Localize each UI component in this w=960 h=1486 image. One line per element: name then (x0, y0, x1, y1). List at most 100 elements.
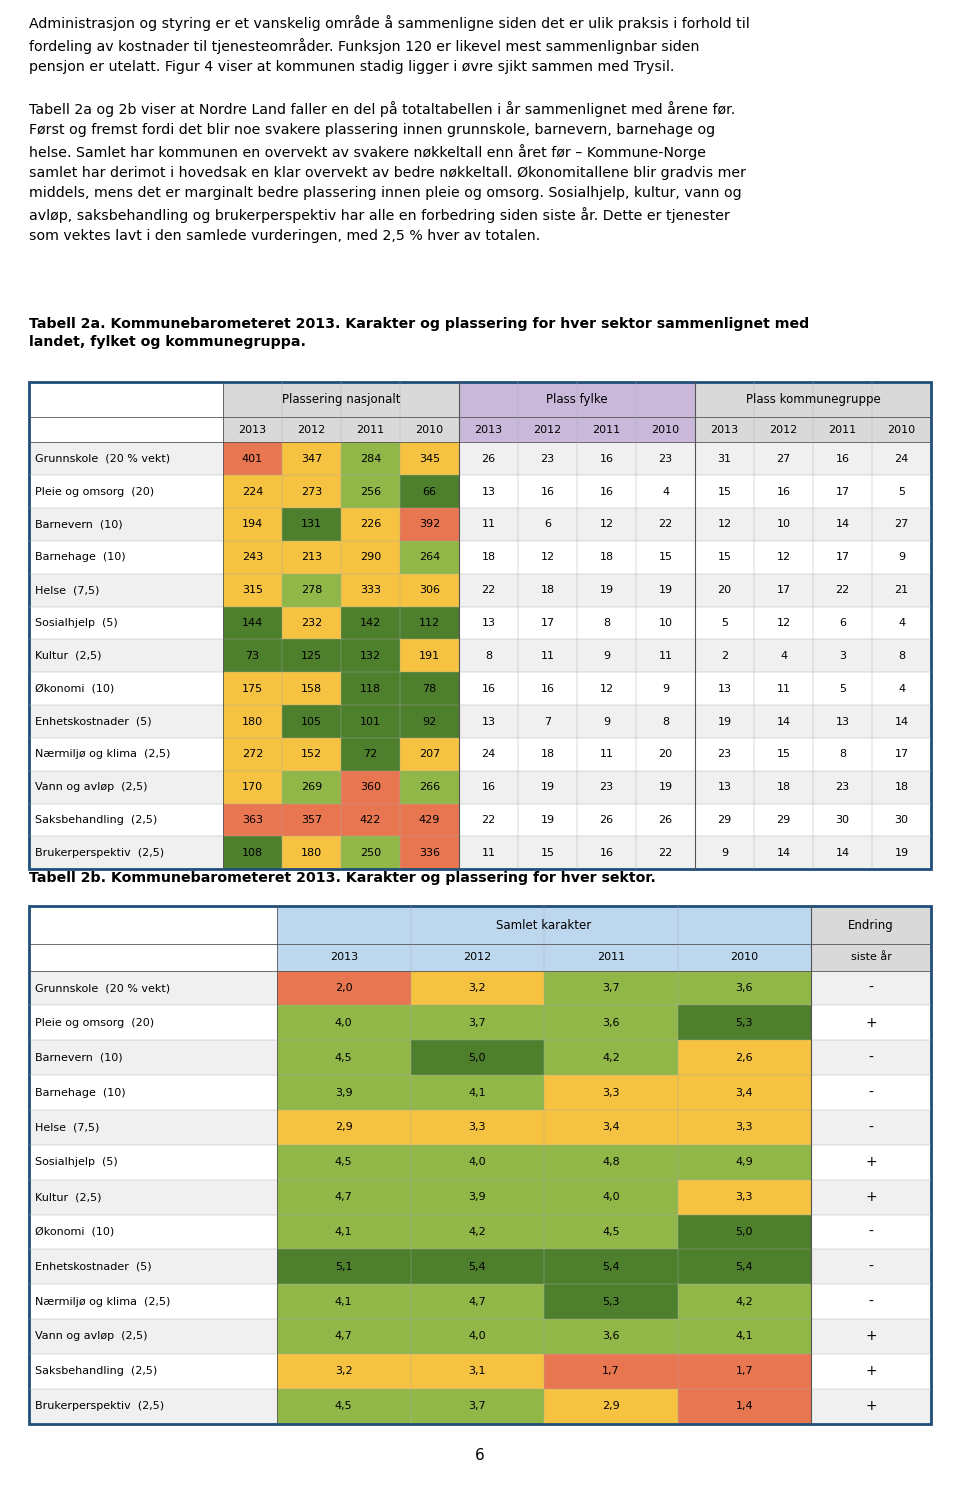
Text: 11: 11 (600, 749, 613, 759)
Bar (811, 1180, 931, 1214)
Bar (341, 804, 400, 837)
Bar (459, 443, 518, 476)
Bar (277, 1144, 411, 1180)
Text: 4,7: 4,7 (335, 1331, 352, 1342)
Text: 180: 180 (242, 716, 263, 727)
Text: 360: 360 (360, 782, 381, 792)
Bar (811, 1076, 931, 1110)
Text: -: - (869, 1120, 874, 1134)
Text: 264: 264 (419, 553, 440, 562)
Text: 2,0: 2,0 (335, 984, 352, 993)
Bar (341, 541, 400, 574)
Text: 8: 8 (603, 618, 611, 629)
Bar (813, 443, 873, 476)
Text: 17: 17 (540, 618, 555, 629)
Bar (29, 1250, 277, 1284)
Text: 16: 16 (600, 849, 613, 857)
Bar (400, 574, 459, 606)
Text: 26: 26 (659, 814, 673, 825)
Text: 8: 8 (899, 651, 905, 661)
Bar (811, 906, 931, 944)
Bar (577, 476, 636, 508)
Bar (341, 443, 400, 476)
Bar (813, 418, 873, 443)
Text: +: + (865, 1364, 877, 1379)
Bar (695, 704, 755, 739)
Bar (223, 639, 282, 672)
Text: 2012: 2012 (770, 425, 798, 435)
Text: +: + (865, 1190, 877, 1204)
Text: Barnehage  (10): Barnehage (10) (36, 553, 126, 562)
Text: 5,1: 5,1 (335, 1262, 352, 1272)
Text: 9: 9 (603, 651, 611, 661)
Text: Nærmiljø og klima  (2,5): Nærmiljø og klima (2,5) (36, 1297, 171, 1306)
Text: 27: 27 (777, 453, 791, 464)
Bar (577, 606, 636, 639)
Bar (544, 1320, 678, 1354)
Bar (518, 418, 577, 443)
Text: 10: 10 (777, 520, 791, 529)
Text: 66: 66 (422, 486, 437, 496)
Bar (411, 1250, 544, 1284)
Text: 3,2: 3,2 (335, 1366, 352, 1376)
Text: 4,1: 4,1 (335, 1297, 352, 1306)
Text: Samlet karakter: Samlet karakter (496, 918, 591, 932)
Text: 12: 12 (777, 618, 791, 629)
Text: 9: 9 (662, 684, 669, 694)
Text: 30: 30 (835, 814, 850, 825)
Text: 8: 8 (662, 716, 669, 727)
Text: 142: 142 (360, 618, 381, 629)
Bar (459, 739, 518, 771)
Bar (411, 1354, 544, 1389)
Bar (400, 508, 459, 541)
Bar (678, 1110, 811, 1144)
Text: 4,8: 4,8 (602, 1158, 620, 1167)
Bar (577, 739, 636, 771)
Text: 5,0: 5,0 (468, 1052, 486, 1062)
Bar (29, 1320, 277, 1354)
Text: 125: 125 (300, 651, 322, 661)
Bar (577, 771, 636, 804)
Text: 18: 18 (777, 782, 791, 792)
Bar (636, 606, 695, 639)
Bar (577, 508, 636, 541)
Bar (755, 739, 813, 771)
Bar (873, 639, 931, 672)
Bar (811, 970, 931, 1006)
Text: 8: 8 (485, 651, 492, 661)
Bar (277, 1180, 411, 1214)
Bar (277, 1110, 411, 1144)
Text: 4,7: 4,7 (335, 1192, 352, 1202)
Text: 2010: 2010 (731, 953, 758, 961)
Bar (811, 1354, 931, 1389)
Bar (544, 1284, 678, 1320)
Bar (277, 1320, 411, 1354)
Text: 11: 11 (659, 651, 673, 661)
Text: +: + (865, 1155, 877, 1169)
Text: 23: 23 (540, 453, 555, 464)
Bar (29, 508, 223, 541)
Text: 284: 284 (360, 453, 381, 464)
Bar (695, 508, 755, 541)
Bar (400, 704, 459, 739)
Bar (223, 508, 282, 541)
Text: 345: 345 (419, 453, 440, 464)
Text: Saksbehandling  (2,5): Saksbehandling (2,5) (36, 814, 157, 825)
Text: 16: 16 (540, 684, 555, 694)
Text: Barnehage  (10): Barnehage (10) (36, 1088, 126, 1098)
Text: 207: 207 (419, 749, 440, 759)
Text: 7: 7 (544, 716, 551, 727)
Bar (678, 1076, 811, 1110)
Bar (755, 837, 813, 869)
Bar (29, 944, 277, 970)
Bar (29, 739, 223, 771)
Text: -: - (869, 981, 874, 996)
Text: 2,9: 2,9 (335, 1122, 352, 1132)
Text: 4,2: 4,2 (602, 1052, 620, 1062)
Bar (873, 739, 931, 771)
Text: 2013: 2013 (329, 953, 358, 961)
Bar (29, 1006, 277, 1040)
Bar (29, 837, 223, 869)
Bar (678, 944, 811, 970)
Bar (29, 771, 223, 804)
